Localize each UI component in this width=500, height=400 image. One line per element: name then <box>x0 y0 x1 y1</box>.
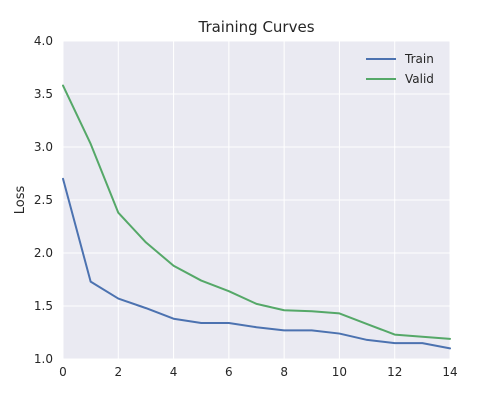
x-tick-label: 2 <box>114 365 122 379</box>
y-axis-title: Loss <box>13 186 28 215</box>
series-lines <box>62 84 451 350</box>
chart-title: Training Curves <box>197 18 314 36</box>
y-tick-label: 1.0 <box>34 352 53 366</box>
y-tick-label: 2.5 <box>34 193 53 207</box>
series-line-train <box>62 177 451 350</box>
x-tick-label: 0 <box>59 365 67 379</box>
y-tick-label: 1.5 <box>34 299 53 313</box>
legend-label-train: Train <box>404 52 434 66</box>
y-tick-label: 3.0 <box>34 140 53 154</box>
legend: Train Valid <box>366 52 434 86</box>
x-tick-label: 4 <box>170 365 178 379</box>
x-tick-label: 14 <box>442 365 457 379</box>
y-tick-label: 4.0 <box>34 34 53 48</box>
grid-lines <box>62 40 451 360</box>
series-line-valid <box>62 84 451 340</box>
x-tick-label: 10 <box>332 365 347 379</box>
y-tick-label: 3.5 <box>34 87 53 101</box>
tick-labels: 0 2 4 6 8 10 12 14 1.0 1.5 2.0 2.5 3.0 3.5 4.0 <box>34 34 458 379</box>
y-tick-label: 2.0 <box>34 246 53 260</box>
x-tick-label: 8 <box>280 365 288 379</box>
legend-label-valid: Valid <box>405 72 434 86</box>
x-tick-label: 12 <box>387 365 402 379</box>
x-tick-label: 6 <box>225 365 233 379</box>
